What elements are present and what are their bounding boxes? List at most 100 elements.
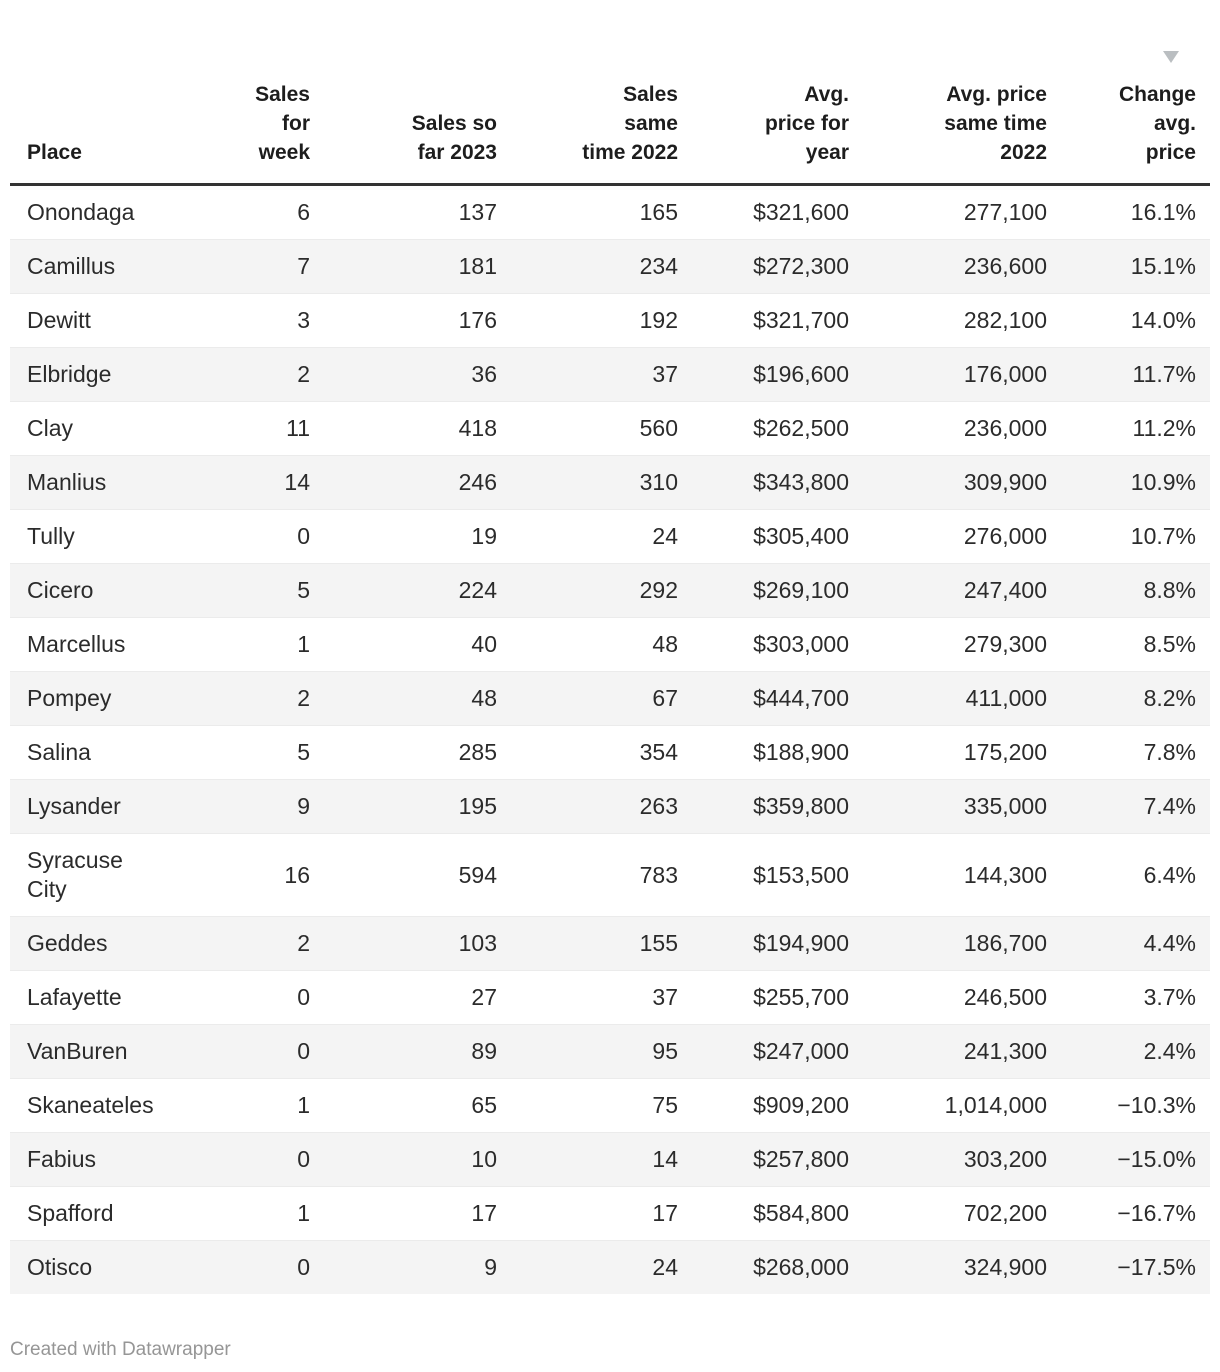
cell-y2023: 9 — [484, 1254, 497, 1280]
cell-price22: 279,300 — [963, 631, 1047, 657]
cell-y2022: 48 — [652, 631, 678, 657]
cell-price: $303,000 — [753, 631, 849, 657]
cell-y2023: 19 — [471, 523, 497, 549]
cell-change: 7.4% — [1143, 793, 1196, 819]
cell-price: $305,400 — [753, 523, 849, 549]
cell-change: 8.2% — [1143, 685, 1196, 711]
table-row: Otisco 0 9 24 $268,000 324,900 −17.5% — [10, 1240, 1210, 1294]
cell-y2022: 310 — [639, 469, 678, 495]
cell-price: $194,900 — [753, 930, 849, 956]
cell-place: Dewitt — [27, 307, 91, 333]
cell-y2023: 36 — [471, 361, 497, 387]
column-header-week[interactable]: Sales for week — [248, 80, 310, 186]
cell-y2023: 10 — [471, 1146, 497, 1172]
cell-price22: 176,000 — [963, 361, 1047, 387]
cell-week: 1 — [297, 1200, 310, 1226]
cell-price22: 324,900 — [963, 1254, 1047, 1280]
cell-y2023: 594 — [458, 861, 497, 888]
cell-price22: 335,000 — [963, 793, 1047, 819]
cell-change: 6.4% — [1143, 861, 1196, 888]
cell-place: Clay — [27, 415, 74, 441]
cell-y2023: 137 — [458, 199, 497, 225]
table-row: Cicero 5 224 292 $269,100 247,400 8.8% — [10, 563, 1210, 618]
cell-week: 2 — [297, 361, 310, 387]
cell-price22: 282,100 — [963, 307, 1047, 333]
cell-price22: 186,700 — [963, 930, 1047, 956]
cell-place: Skaneateles — [27, 1092, 154, 1118]
cell-price: $321,600 — [753, 199, 849, 225]
cell-y2022: 24 — [652, 1254, 678, 1280]
table-row: Marcellus 1 40 48 $303,000 279,300 8.5% — [10, 617, 1210, 672]
sales-table: Place Sales for week Sales so far 2023 Sale… — [10, 80, 1210, 1294]
cell-price: $196,600 — [753, 361, 849, 387]
cell-week: 0 — [297, 1254, 310, 1280]
cell-y2023: 285 — [458, 739, 497, 765]
cell-price22: 246,500 — [963, 984, 1047, 1010]
cell-place: VanBuren — [27, 1038, 128, 1064]
cell-y2022: 263 — [639, 793, 678, 819]
cell-week: 5 — [297, 577, 310, 603]
table-row: Dewitt 3 176 192 $321,700 282,100 14.0% — [10, 293, 1210, 348]
table-row: Tully 0 19 24 $305,400 276,000 10.7% — [10, 509, 1210, 564]
cell-change: 11.2% — [1132, 415, 1196, 441]
cell-price: $255,700 — [753, 984, 849, 1010]
column-header-price22[interactable]: Avg. price same time 2022 — [849, 80, 1047, 186]
cell-price22: 247,400 — [963, 577, 1047, 603]
datawrapper-credit-link[interactable]: Created with Datawrapper — [10, 1339, 231, 1360]
cell-price22: 277,100 — [963, 199, 1047, 225]
cell-price: $321,700 — [753, 307, 849, 333]
cell-week: 9 — [297, 793, 310, 819]
cell-y2023: 246 — [458, 469, 497, 495]
cell-week: 11 — [286, 415, 310, 441]
cell-y2022: 24 — [652, 523, 678, 549]
cell-price22: 1,014,000 — [944, 1092, 1047, 1118]
cell-place: Geddes — [27, 930, 108, 956]
cell-place: Marcellus — [27, 631, 126, 657]
cell-price: $268,000 — [753, 1254, 849, 1280]
cell-week: 0 — [297, 1146, 310, 1172]
cell-change: 3.7% — [1143, 984, 1196, 1010]
header-row: Place Sales for week Sales so far 2023 Sale… — [10, 80, 1210, 186]
cell-change: −10.3% — [1117, 1092, 1196, 1118]
cell-week: 2 — [297, 930, 310, 956]
cell-y2022: 17 — [652, 1200, 678, 1226]
cell-price: $188,900 — [753, 739, 849, 765]
cell-price22: 276,000 — [963, 523, 1047, 549]
cell-week: 3 — [297, 307, 310, 333]
cell-y2022: 192 — [639, 307, 678, 333]
cell-change: 10.9% — [1130, 469, 1196, 495]
cell-change: 8.8% — [1143, 577, 1196, 603]
cell-week: 1 — [297, 631, 310, 657]
cell-place: Pompey — [27, 685, 112, 711]
cell-y2023: 65 — [471, 1092, 497, 1118]
cell-y2022: 783 — [639, 861, 678, 888]
cell-change: 7.8% — [1143, 739, 1196, 765]
table-row: Syracuse City 16 594 783 $153,500 144,300 6.4% — [10, 833, 1210, 917]
column-header-y2023[interactable]: Sales so far 2023 — [310, 80, 497, 186]
table-row: Geddes 2 103 155 $194,900 186,700 4.4% — [10, 916, 1210, 971]
cell-y2022: 155 — [639, 930, 678, 956]
cell-y2022: 67 — [652, 685, 678, 711]
column-header-change[interactable]: Change avg. price — [1047, 80, 1210, 186]
column-header-price[interactable]: Avg. price for year — [678, 80, 849, 186]
cell-change: 16.1% — [1130, 199, 1196, 225]
cell-y2023: 418 — [458, 415, 497, 441]
table-row: Camillus 7 181 234 $272,300 236,600 15.1% — [10, 239, 1210, 294]
table-row: Lafayette 0 27 37 $255,700 246,500 3.7% — [10, 970, 1210, 1025]
cell-y2022: 37 — [652, 361, 678, 387]
table-body: Onondaga 6 137 165 $321,600 277,100 16.1% Camil… — [10, 185, 1210, 1294]
cell-y2022: 234 — [639, 253, 678, 279]
cell-change: 15.1% — [1130, 253, 1196, 279]
column-header-place[interactable]: Place — [10, 80, 248, 186]
cell-price: $272,300 — [753, 253, 849, 279]
column-header-y2022[interactable]: Sales same time 2022 — [497, 80, 678, 186]
cell-place: Lysander — [27, 793, 121, 819]
cell-week: 7 — [297, 253, 310, 279]
cell-change: 11.7% — [1132, 361, 1196, 387]
cell-price: $584,800 — [753, 1200, 849, 1226]
table-row: Pompey 2 48 67 $444,700 411,000 8.2% — [10, 671, 1210, 726]
table-row: Fabius 0 10 14 $257,800 303,200 −15.0% — [10, 1132, 1210, 1187]
cell-price22: 236,000 — [963, 415, 1047, 441]
cell-place: Tully — [27, 523, 75, 549]
table-row: VanBuren 0 89 95 $247,000 241,300 2.4% — [10, 1024, 1210, 1079]
